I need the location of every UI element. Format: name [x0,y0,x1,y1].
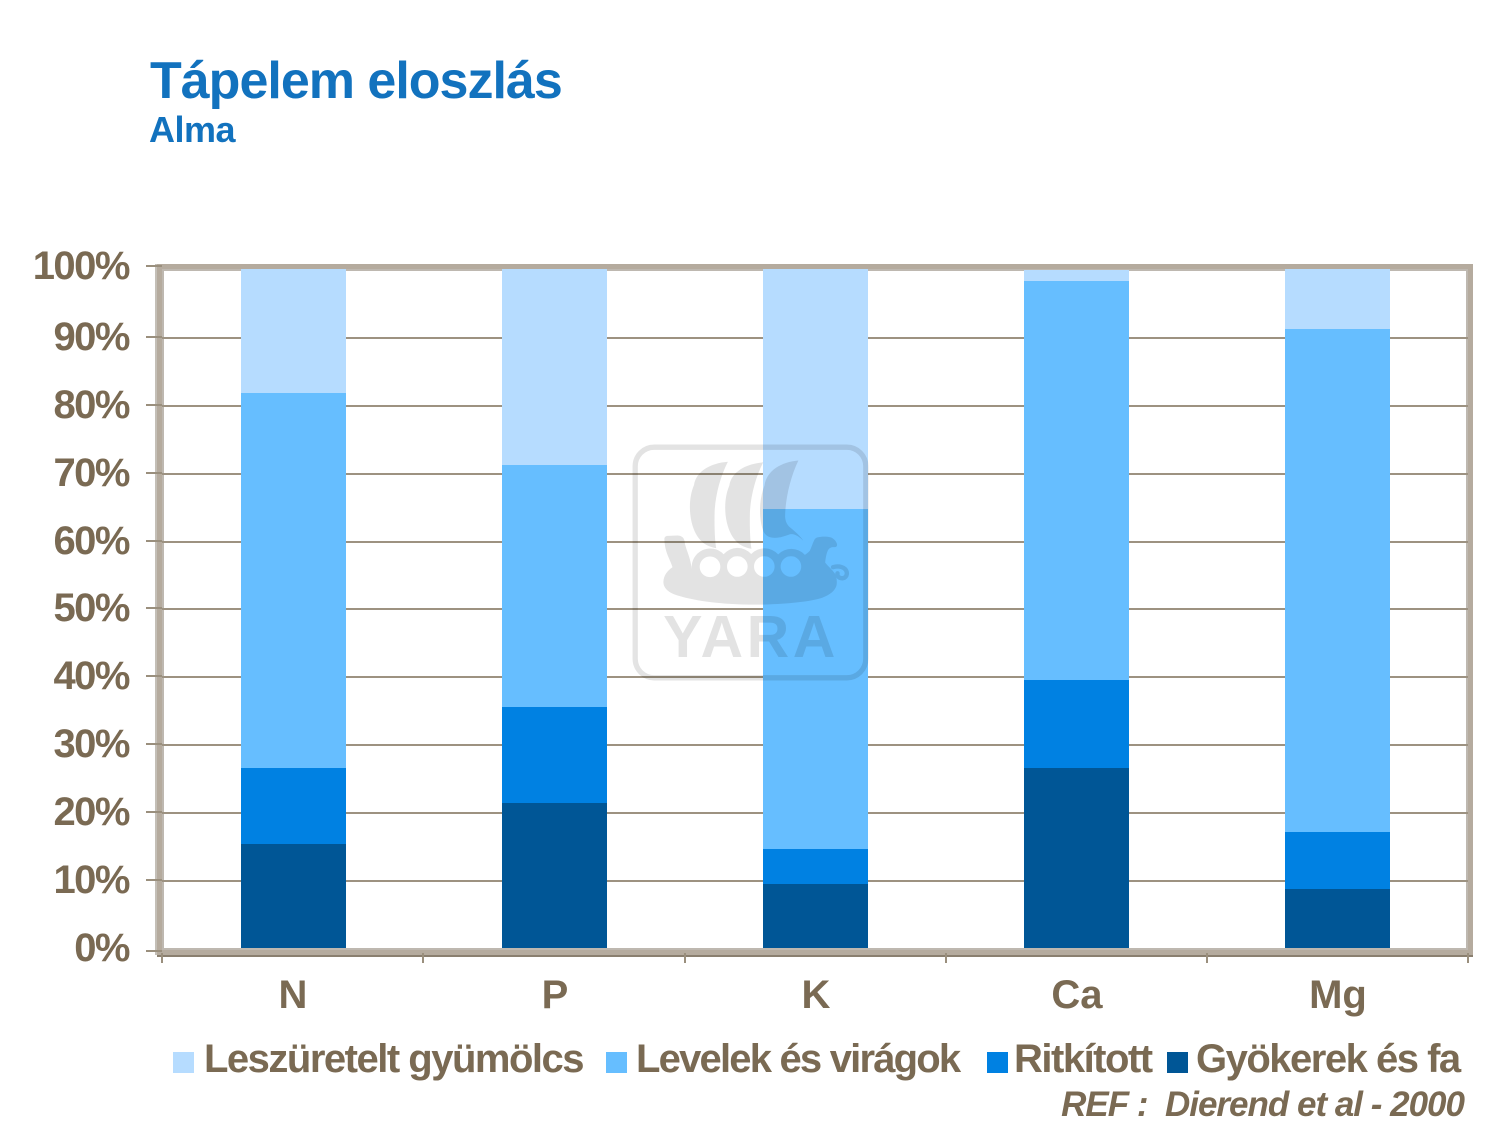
svg-text:YARA: YARA [663,604,839,670]
